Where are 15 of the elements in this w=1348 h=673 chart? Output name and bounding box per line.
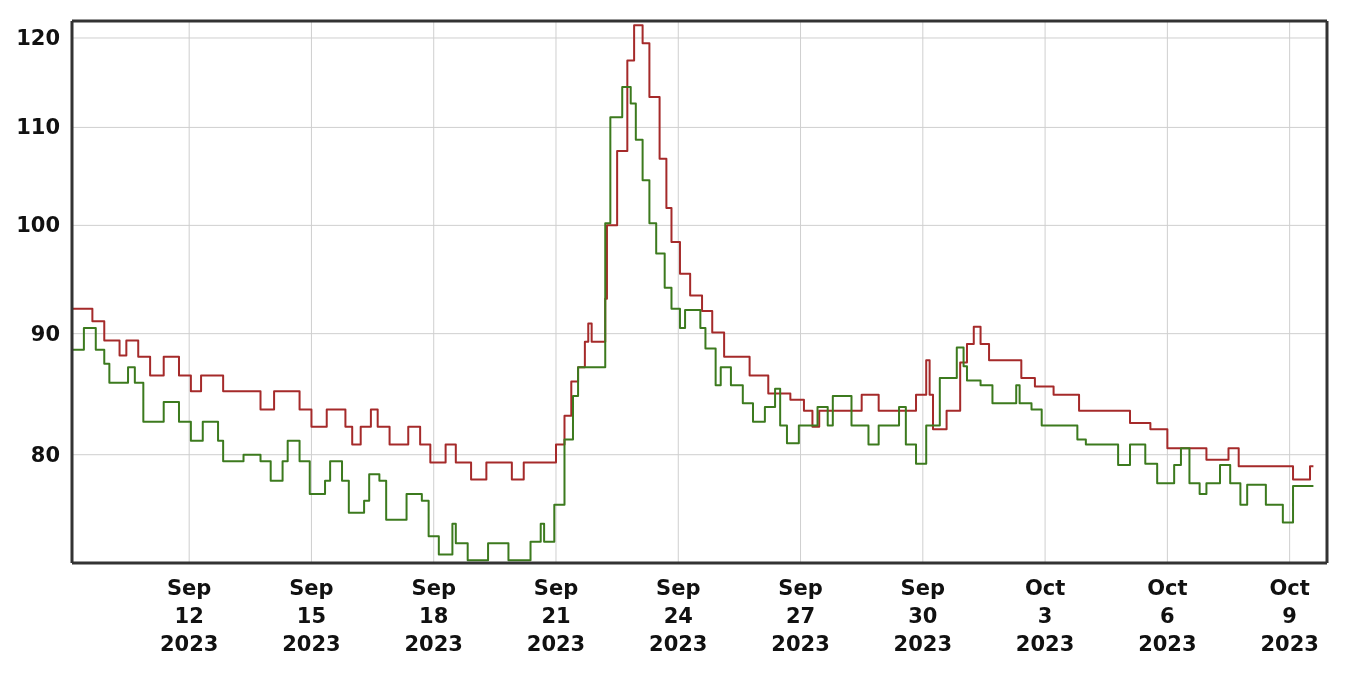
- x-tick-label: Oct 6 2023: [1138, 576, 1197, 656]
- y-tick-label: 120: [16, 25, 60, 50]
- x-tick-label: Sep 24 2023: [649, 576, 708, 656]
- x-tick-label: Sep 27 2023: [771, 576, 830, 656]
- x-tick-label: Sep 15 2023: [282, 576, 341, 656]
- y-tick-label: 110: [16, 115, 60, 140]
- x-tick-label: Sep 18 2023: [404, 576, 463, 656]
- x-tick-label: Oct 3 2023: [1015, 576, 1075, 656]
- x-tick-label: Sep 12 2023: [159, 576, 219, 656]
- y-tick-label: 100: [16, 213, 60, 238]
- x-tick-label: Sep 21 2023: [526, 576, 586, 656]
- x-tick-label: Oct 9 2023: [1260, 576, 1319, 656]
- y-tick-label: 90: [30, 321, 60, 346]
- x-tick-label: Sep 30 2023: [893, 576, 953, 656]
- y-tick-label: 80: [30, 442, 60, 467]
